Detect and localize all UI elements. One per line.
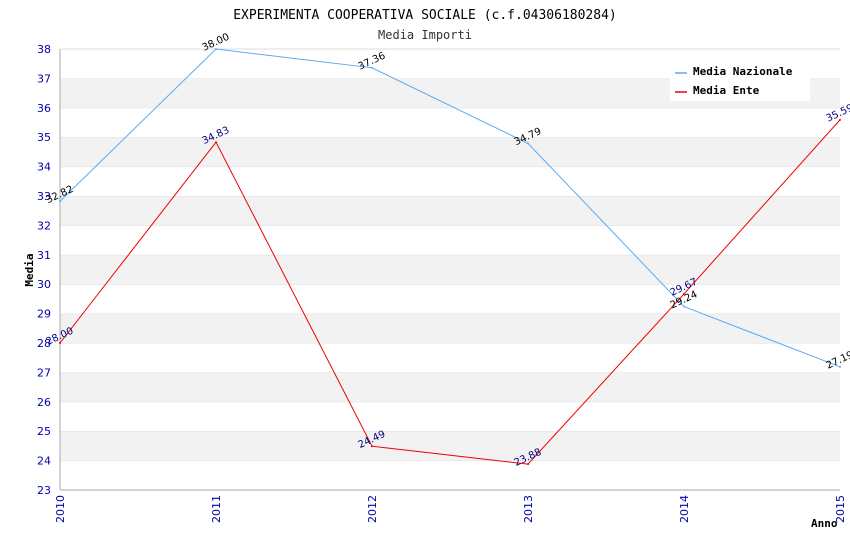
grid-band — [60, 284, 840, 314]
y-tick-label: 38 — [37, 43, 51, 56]
x-tick-label: 2014 — [678, 495, 691, 523]
x-tick-label: 2012 — [366, 495, 379, 523]
y-tick-label: 35 — [37, 131, 51, 144]
data-point-media-nazionale — [215, 48, 217, 50]
grid-band — [60, 107, 840, 138]
y-axis-ticks: 23 24 25 26 27 28 29 30 31 32 33 34 35 36 37 38 — [37, 43, 51, 497]
series-line-media-nazionale — [59, 48, 841, 368]
grid-band — [60, 313, 840, 343]
y-tick-label: 28 — [37, 337, 51, 350]
chart-subtitle: Media Importi — [378, 28, 472, 42]
grid-band — [60, 401, 840, 432]
legend: Media Nazionale Media Ente — [670, 59, 810, 101]
data-point-media-nazionale — [527, 142, 529, 145]
y-tick-label: 29 — [37, 308, 51, 321]
grid-band — [60, 254, 840, 285]
legend-box — [670, 59, 810, 101]
y-tick-label: 36 — [37, 102, 51, 115]
y-tick-label: 32 — [37, 219, 51, 232]
data-point-media-ente — [59, 342, 61, 344]
series-layer — [59, 48, 841, 466]
y-tick-label: 23 — [37, 484, 51, 497]
grid-band — [60, 431, 840, 461]
grid-band — [60, 225, 840, 255]
data-point-media-ente — [371, 445, 373, 448]
y-tick-label: 30 — [37, 278, 51, 291]
y-tick-label: 37 — [37, 72, 51, 85]
y-tick-label: 31 — [37, 249, 51, 262]
y-tick-label: 34 — [37, 161, 51, 174]
y-tick-label: 33 — [37, 190, 51, 203]
data-point-media-nazionale — [59, 200, 61, 203]
series-line-media-ente — [59, 119, 841, 465]
data-point-media-nazionale — [839, 365, 841, 368]
y-tick-label: 27 — [37, 366, 51, 379]
legend-label-media-nazionale: Media Nazionale — [693, 65, 793, 78]
legend-label-media-ente: Media Ente — [693, 84, 760, 97]
x-tick-label: 2013 — [522, 495, 535, 523]
x-tick-label: 2015 — [834, 495, 847, 523]
data-point-media-ente — [683, 292, 685, 295]
y-tick-label: 26 — [37, 396, 51, 409]
grid-band — [60, 137, 840, 167]
grid-band — [60, 343, 840, 373]
grid-band — [60, 196, 840, 226]
data-point-media-nazionale — [683, 305, 685, 308]
data-point-media-ente — [527, 463, 529, 466]
grid-band — [60, 166, 840, 196]
x-axis-label: Anno — [811, 517, 838, 530]
y-tick-label: 24 — [37, 455, 51, 468]
grid-band — [60, 372, 840, 402]
y-tick-label: 25 — [37, 425, 51, 438]
x-axis-ticks: 2010 2011 2012 2013 2014 2015 — [54, 495, 847, 523]
grid-band — [60, 460, 840, 490]
chart-title: EXPERIMENTA COOPERATIVA SOCIALE (c.f.043… — [233, 8, 617, 23]
data-point-media-nazionale — [371, 66, 373, 69]
grid-bands — [60, 48, 840, 490]
x-tick-label: 2011 — [210, 495, 223, 523]
x-tick-label: 2010 — [54, 495, 67, 523]
data-point-media-ente — [215, 141, 217, 144]
y-axis-label: Media — [23, 253, 36, 286]
data-point-media-ente — [839, 118, 841, 121]
